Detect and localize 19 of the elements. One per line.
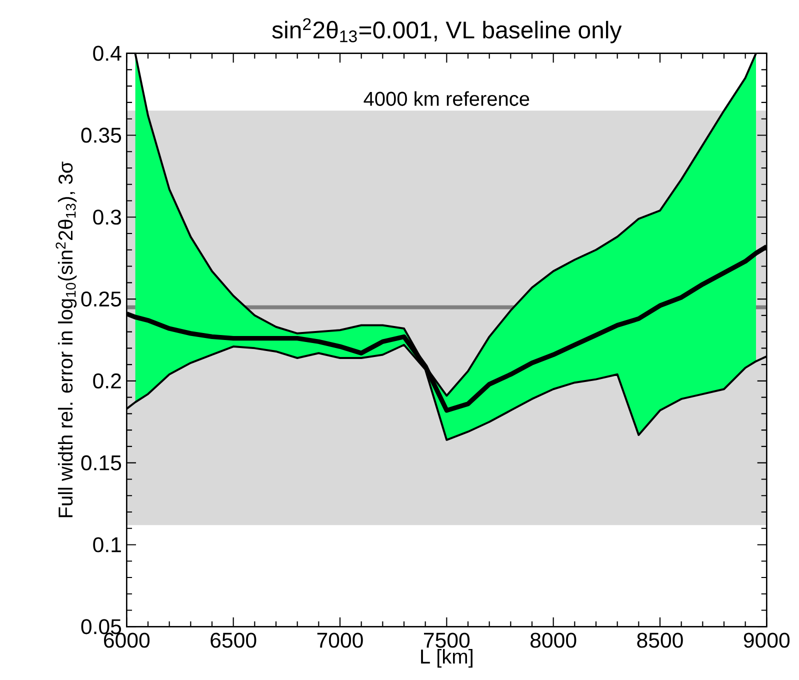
- y-tick-label: 0.25: [81, 291, 122, 307]
- y-axis-title: Full width rel. error in log$_{10}$(sin$^{2}$2θ$_{13}$), 3σ: [56, 162, 77, 518]
- x-axis-title: L [km]: [421, 648, 472, 668]
- y-tick-label: 0.05: [81, 619, 122, 634]
- x-tick-label: 6000: [104, 632, 150, 648]
- y-tick-label: 0.1: [93, 537, 121, 552]
- x-tick-label: 6500: [210, 632, 256, 648]
- band-label: 4000 km reference: [364, 91, 530, 106]
- y-tick-label: 0.4: [93, 46, 122, 61]
- x-tick-label: 8000: [530, 632, 576, 648]
- x-tick-label: 7000: [317, 632, 363, 648]
- y-tick-label: 0.3: [93, 210, 122, 225]
- chart-title: sin$^{2}$2θ$_{13}$=0.001, VL baseline only: [272, 18, 622, 44]
- y-tick-label: 0.2: [93, 373, 121, 388]
- y-tick-label: 0.15: [81, 455, 122, 470]
- x-tick-label: 9000: [744, 632, 790, 648]
- x-tick-label: 8500: [637, 632, 683, 648]
- x-tick-label: 7500: [424, 632, 470, 648]
- y-tick-label: 0.35: [81, 128, 122, 143]
